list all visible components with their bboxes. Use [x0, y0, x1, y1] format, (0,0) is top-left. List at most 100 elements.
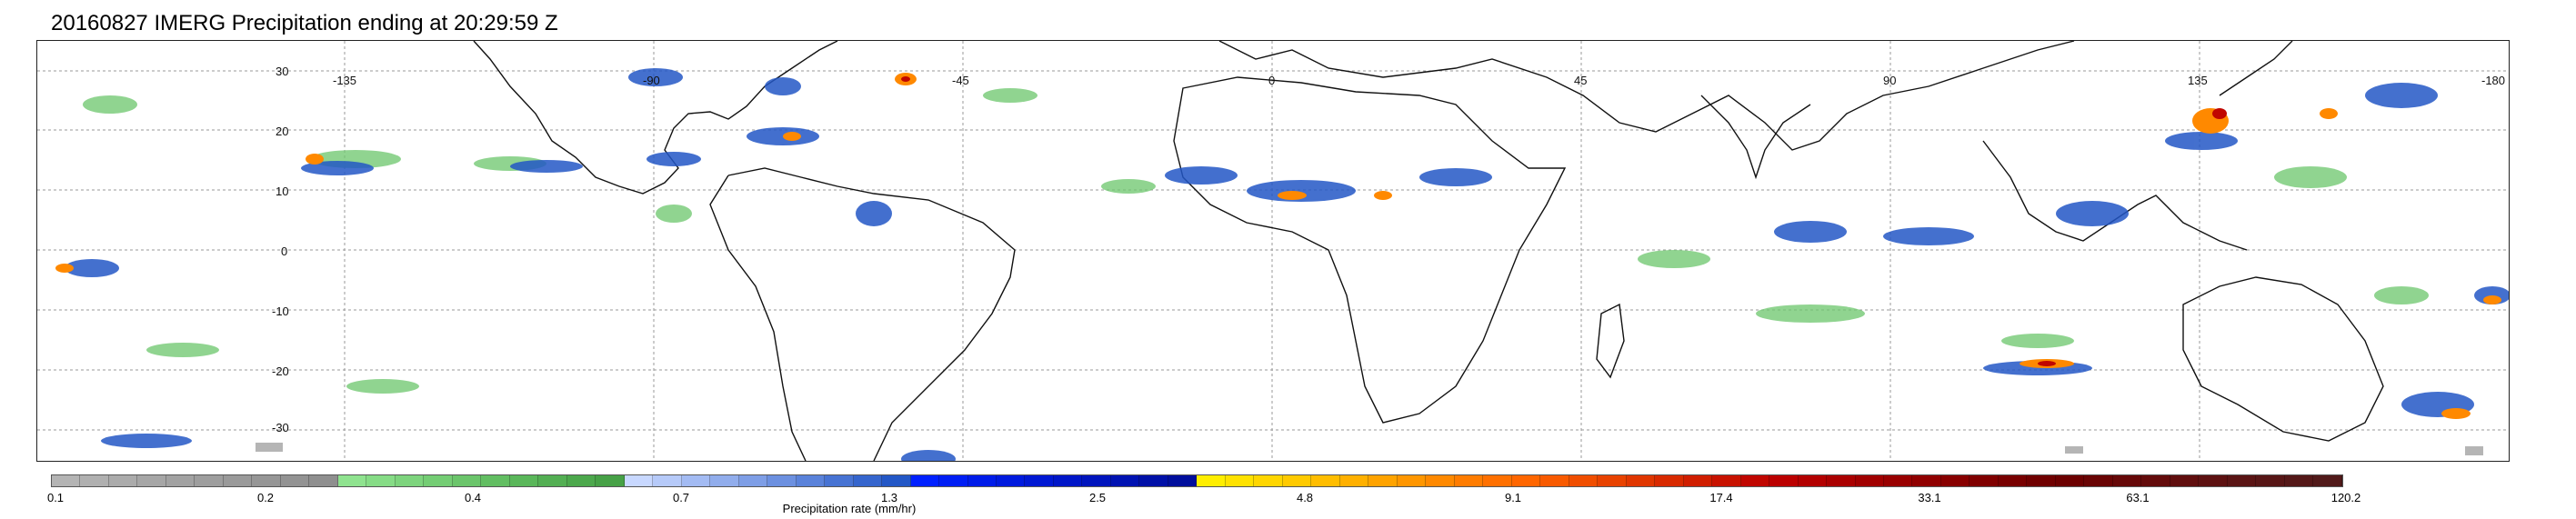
colorbar-tick: 2.5 [1088, 491, 1107, 504]
precipitation-map: 30 20 10 0 -10 -20 -30 -135 -90 -45 0 45… [36, 40, 2510, 462]
colorbar-tick: 63.1 [2126, 491, 2150, 504]
lon-label-90e: 90 [1883, 74, 1897, 87]
colorbar-swatch [1598, 475, 1627, 486]
lon-label-45e: 45 [1574, 74, 1588, 87]
colorbar-swatch [1827, 475, 1856, 486]
colorbar-swatch [1339, 475, 1369, 486]
colorbar-swatch [1168, 475, 1198, 486]
colorbar-caption: Precipitation rate (mm/hr) [782, 502, 917, 515]
colorbar-tick: 1.3 [880, 491, 898, 504]
colorbar-swatch [2199, 475, 2228, 486]
north-america-coast [473, 41, 838, 195]
india-coast [1700, 95, 1811, 180]
colorbar-swatch [681, 475, 711, 486]
africa-coast [1173, 76, 1567, 424]
colorbar-swatch [566, 475, 596, 486]
lat-label-0: 0 [281, 245, 288, 258]
colorbar [51, 474, 2343, 487]
colorbar-tick: 120.2 [2330, 491, 2361, 504]
lat-label-10s: -10 [272, 304, 289, 318]
colorbar-swatch [910, 475, 940, 486]
colorbar-swatch [252, 475, 281, 486]
lon-label-45w: -45 [952, 74, 969, 87]
colorbar-swatch [1082, 475, 1111, 486]
colorbar-swatch [1626, 475, 1656, 486]
precipitation-cells [55, 68, 2509, 461]
colorbar-swatch [1053, 475, 1083, 486]
colorbar-swatch [1254, 475, 1283, 486]
colorbar-swatch [2084, 475, 2113, 486]
colorbar-tick: 0.2 [256, 491, 275, 504]
colorbar-tick: 0.7 [672, 491, 690, 504]
colorbar-tick: 0.4 [464, 491, 482, 504]
lon-label-180: -180 [2481, 74, 2506, 87]
colorbar-swatch [1139, 475, 1168, 486]
lon-label-90w: -90 [643, 74, 660, 87]
colorbar-swatch [395, 475, 425, 486]
map-title: 20160827 IMERG Precipitation ending at 2… [51, 11, 558, 35]
colorbar-swatch [1511, 475, 1541, 486]
colorbar-swatch [1397, 475, 1427, 486]
colorbar-swatch [1454, 475, 1484, 486]
graticule [37, 41, 2509, 461]
colorbar-swatch [596, 475, 625, 486]
lon-label-135e: 135 [2188, 74, 2208, 87]
colorbar-swatch [2284, 475, 2314, 486]
colorbar-tick: 4.8 [1296, 491, 1314, 504]
colorbar-swatch [939, 475, 968, 486]
colorbar-swatch [967, 475, 997, 486]
colorbar-swatch [1197, 475, 1226, 486]
colorbar-swatch [1368, 475, 1398, 486]
colorbar-swatch [481, 475, 510, 486]
colorbar-swatch [1569, 475, 1599, 486]
colorbar-swatch [366, 475, 396, 486]
colorbar-swatch [280, 475, 310, 486]
madagascar-coast [1596, 303, 1625, 379]
colorbar-swatch [1884, 475, 1913, 486]
colorbar-swatch [2256, 475, 2285, 486]
colorbar-swatch [137, 475, 166, 486]
colorbar-swatch [2027, 475, 2056, 486]
colorbar-tick: 17.4 [1709, 491, 1733, 504]
colorbar-swatch [853, 475, 883, 486]
colorbar-swatch [2141, 475, 2170, 486]
colorbar-swatch [509, 475, 539, 486]
colorbar-swatch [1540, 475, 1569, 486]
south-america-coast [709, 167, 1016, 461]
europe-asia-coast [1218, 41, 2075, 151]
colorbar-swatch [624, 475, 654, 486]
colorbar-swatch [796, 475, 826, 486]
colorbar-swatch [2112, 475, 2142, 486]
colorbar-swatch [1740, 475, 1770, 486]
japan-coast [2219, 41, 2293, 96]
colorbar-swatch [653, 475, 682, 486]
lon-label-135w: -135 [333, 74, 357, 87]
colorbar-swatch [195, 475, 224, 486]
colorbar-swatch [1110, 475, 1140, 486]
colorbar-swatch [767, 475, 797, 486]
colorbar-swatch [1712, 475, 1741, 486]
colorbar-swatch [309, 475, 338, 486]
colorbar-swatch [738, 475, 768, 486]
lon-label-0: 0 [1268, 74, 1276, 87]
colorbar-swatch [1970, 475, 1999, 486]
colorbar-swatch [2055, 475, 2085, 486]
lat-label-30n: 30 [276, 65, 289, 78]
colorbar-swatch [1798, 475, 1828, 486]
colorbar-swatch [2227, 475, 2257, 486]
colorbar-swatch [1912, 475, 1941, 486]
colorbar-swatch [1655, 475, 1684, 486]
colorbar-tick: 33.1 [1918, 491, 1941, 504]
southeast-asia-coast [1982, 140, 2248, 251]
colorbar-swatch [996, 475, 1026, 486]
colorbar-tick: 0.1 [46, 491, 65, 504]
australia-coast [2182, 276, 2384, 442]
colorbar-swatch [1311, 475, 1340, 486]
colorbar-swatch [1855, 475, 1884, 486]
colorbar-swatch [1683, 475, 1713, 486]
colorbar-swatch [223, 475, 253, 486]
colorbar-swatch [1998, 475, 2028, 486]
colorbar-swatch [80, 475, 109, 486]
lat-label-20s: -20 [272, 364, 289, 378]
colorbar-swatch [1025, 475, 1054, 486]
